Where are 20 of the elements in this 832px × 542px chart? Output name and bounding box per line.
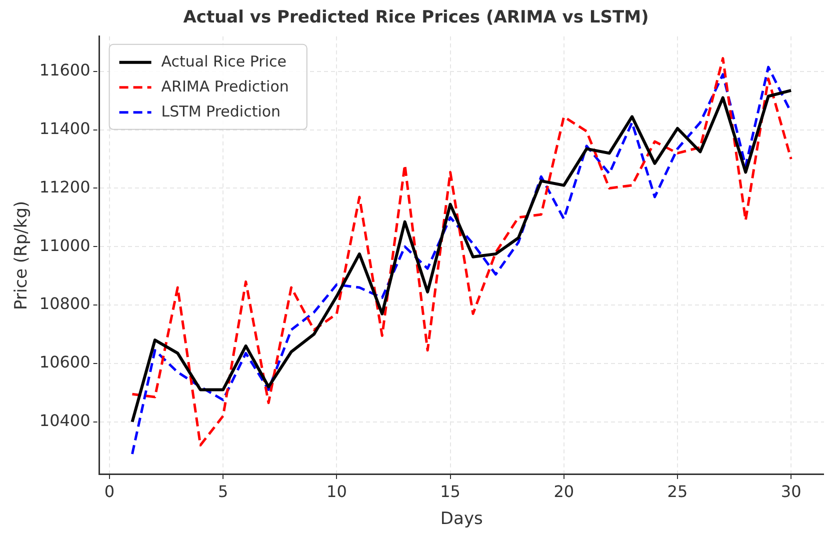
y-tick-label: 10400 [39,410,90,430]
chart-title: Actual vs Predicted Rice Prices (ARIMA vs LSTM) [183,8,649,28]
x-tick-label: 30 [780,482,802,502]
y-tick-label: 11000 [39,236,90,255]
legend-label: Actual Rice Price [161,52,286,70]
legend-label: ARIMA Prediction [161,77,289,96]
y-axis-title: Price (Rp/kg) [12,200,32,310]
x-axis-title: Days [440,509,483,530]
x-tick-label: 10 [326,482,347,502]
x-tick-label: 20 [554,482,574,502]
x-tick-label: 0 [104,482,115,502]
y-tick-label: 11600 [39,60,90,80]
y-tick-label: 10600 [39,352,90,372]
y-tick-label: 11200 [39,177,90,196]
legend-label: LSTM Prediction [161,102,281,120]
x-tick-label: 5 [218,482,228,502]
x-tick-label: 15 [440,482,460,502]
x-tick-label: 25 [667,482,688,502]
y-tick-label: 11400 [39,118,90,138]
y-tick-label: 10800 [39,294,90,314]
